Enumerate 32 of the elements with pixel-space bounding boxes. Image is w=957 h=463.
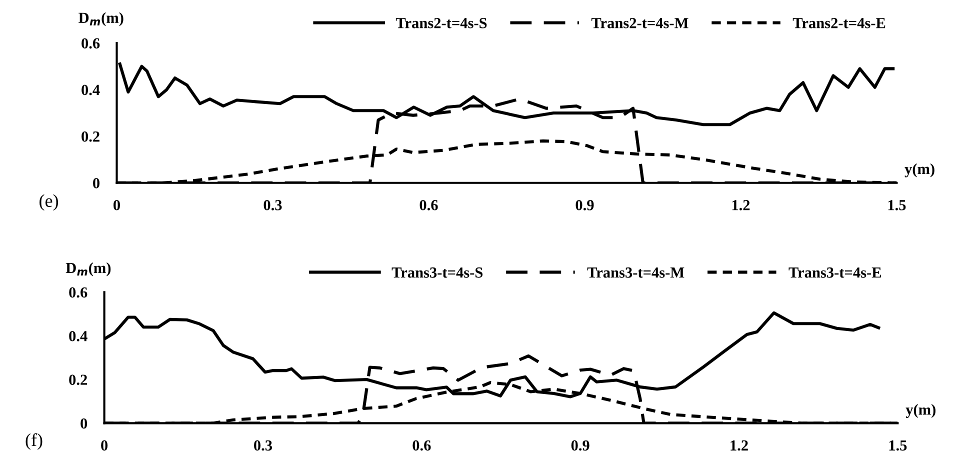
y-axis-title: D$_{m}$(m): [78, 12, 124, 26]
y-tick-label: 0: [93, 178, 100, 188]
x-axis-title: y(m): [906, 404, 936, 418]
y-tick-label: 0.2: [82, 131, 100, 142]
x-tick-label: 0.9: [571, 440, 590, 451]
y-tick-label: 0.2: [69, 374, 87, 386]
y-axis-title: D$_{m}$(m): [66, 262, 111, 276]
legend-label: Trans2-t=4s-S: [396, 18, 487, 28]
y-tick-label: 0.6: [69, 287, 88, 298]
x-tick-label: 1.5: [888, 200, 906, 210]
text: (f): [26, 433, 42, 450]
x-tick-label: 1.5: [889, 440, 907, 451]
y-tick-label: 0.4: [82, 84, 100, 96]
x-tick-label: 0.3: [264, 200, 282, 210]
y-tick-label: 0.4: [69, 330, 88, 342]
text: (e): [40, 194, 58, 211]
x-tick-label: 0.6: [420, 200, 438, 210]
legend-label: Trans3-t=4s-S: [392, 267, 483, 278]
x-tick-label: 0.6: [412, 440, 431, 451]
legend-label: Trans2-t=4s-E: [792, 18, 886, 28]
y-tick-label: 0: [80, 418, 88, 429]
y-tick-label: 0.6: [82, 38, 100, 49]
x-tick-label: 0: [114, 200, 120, 210]
legend-label: Trans3-t=4s-M: [587, 267, 684, 278]
x-tick-label: 0: [101, 440, 108, 451]
x-tick-label: 0.9: [576, 200, 594, 210]
legend-label: Trans3-t=4s-E: [788, 267, 882, 278]
x-tick-label: 1.2: [732, 200, 750, 210]
x-tick-label: 1.2: [730, 440, 748, 451]
legend-label: Trans2-t=4s-M: [591, 18, 688, 28]
x-axis-title: y(m): [904, 163, 934, 178]
x-tick-label: 0.3: [254, 440, 272, 451]
